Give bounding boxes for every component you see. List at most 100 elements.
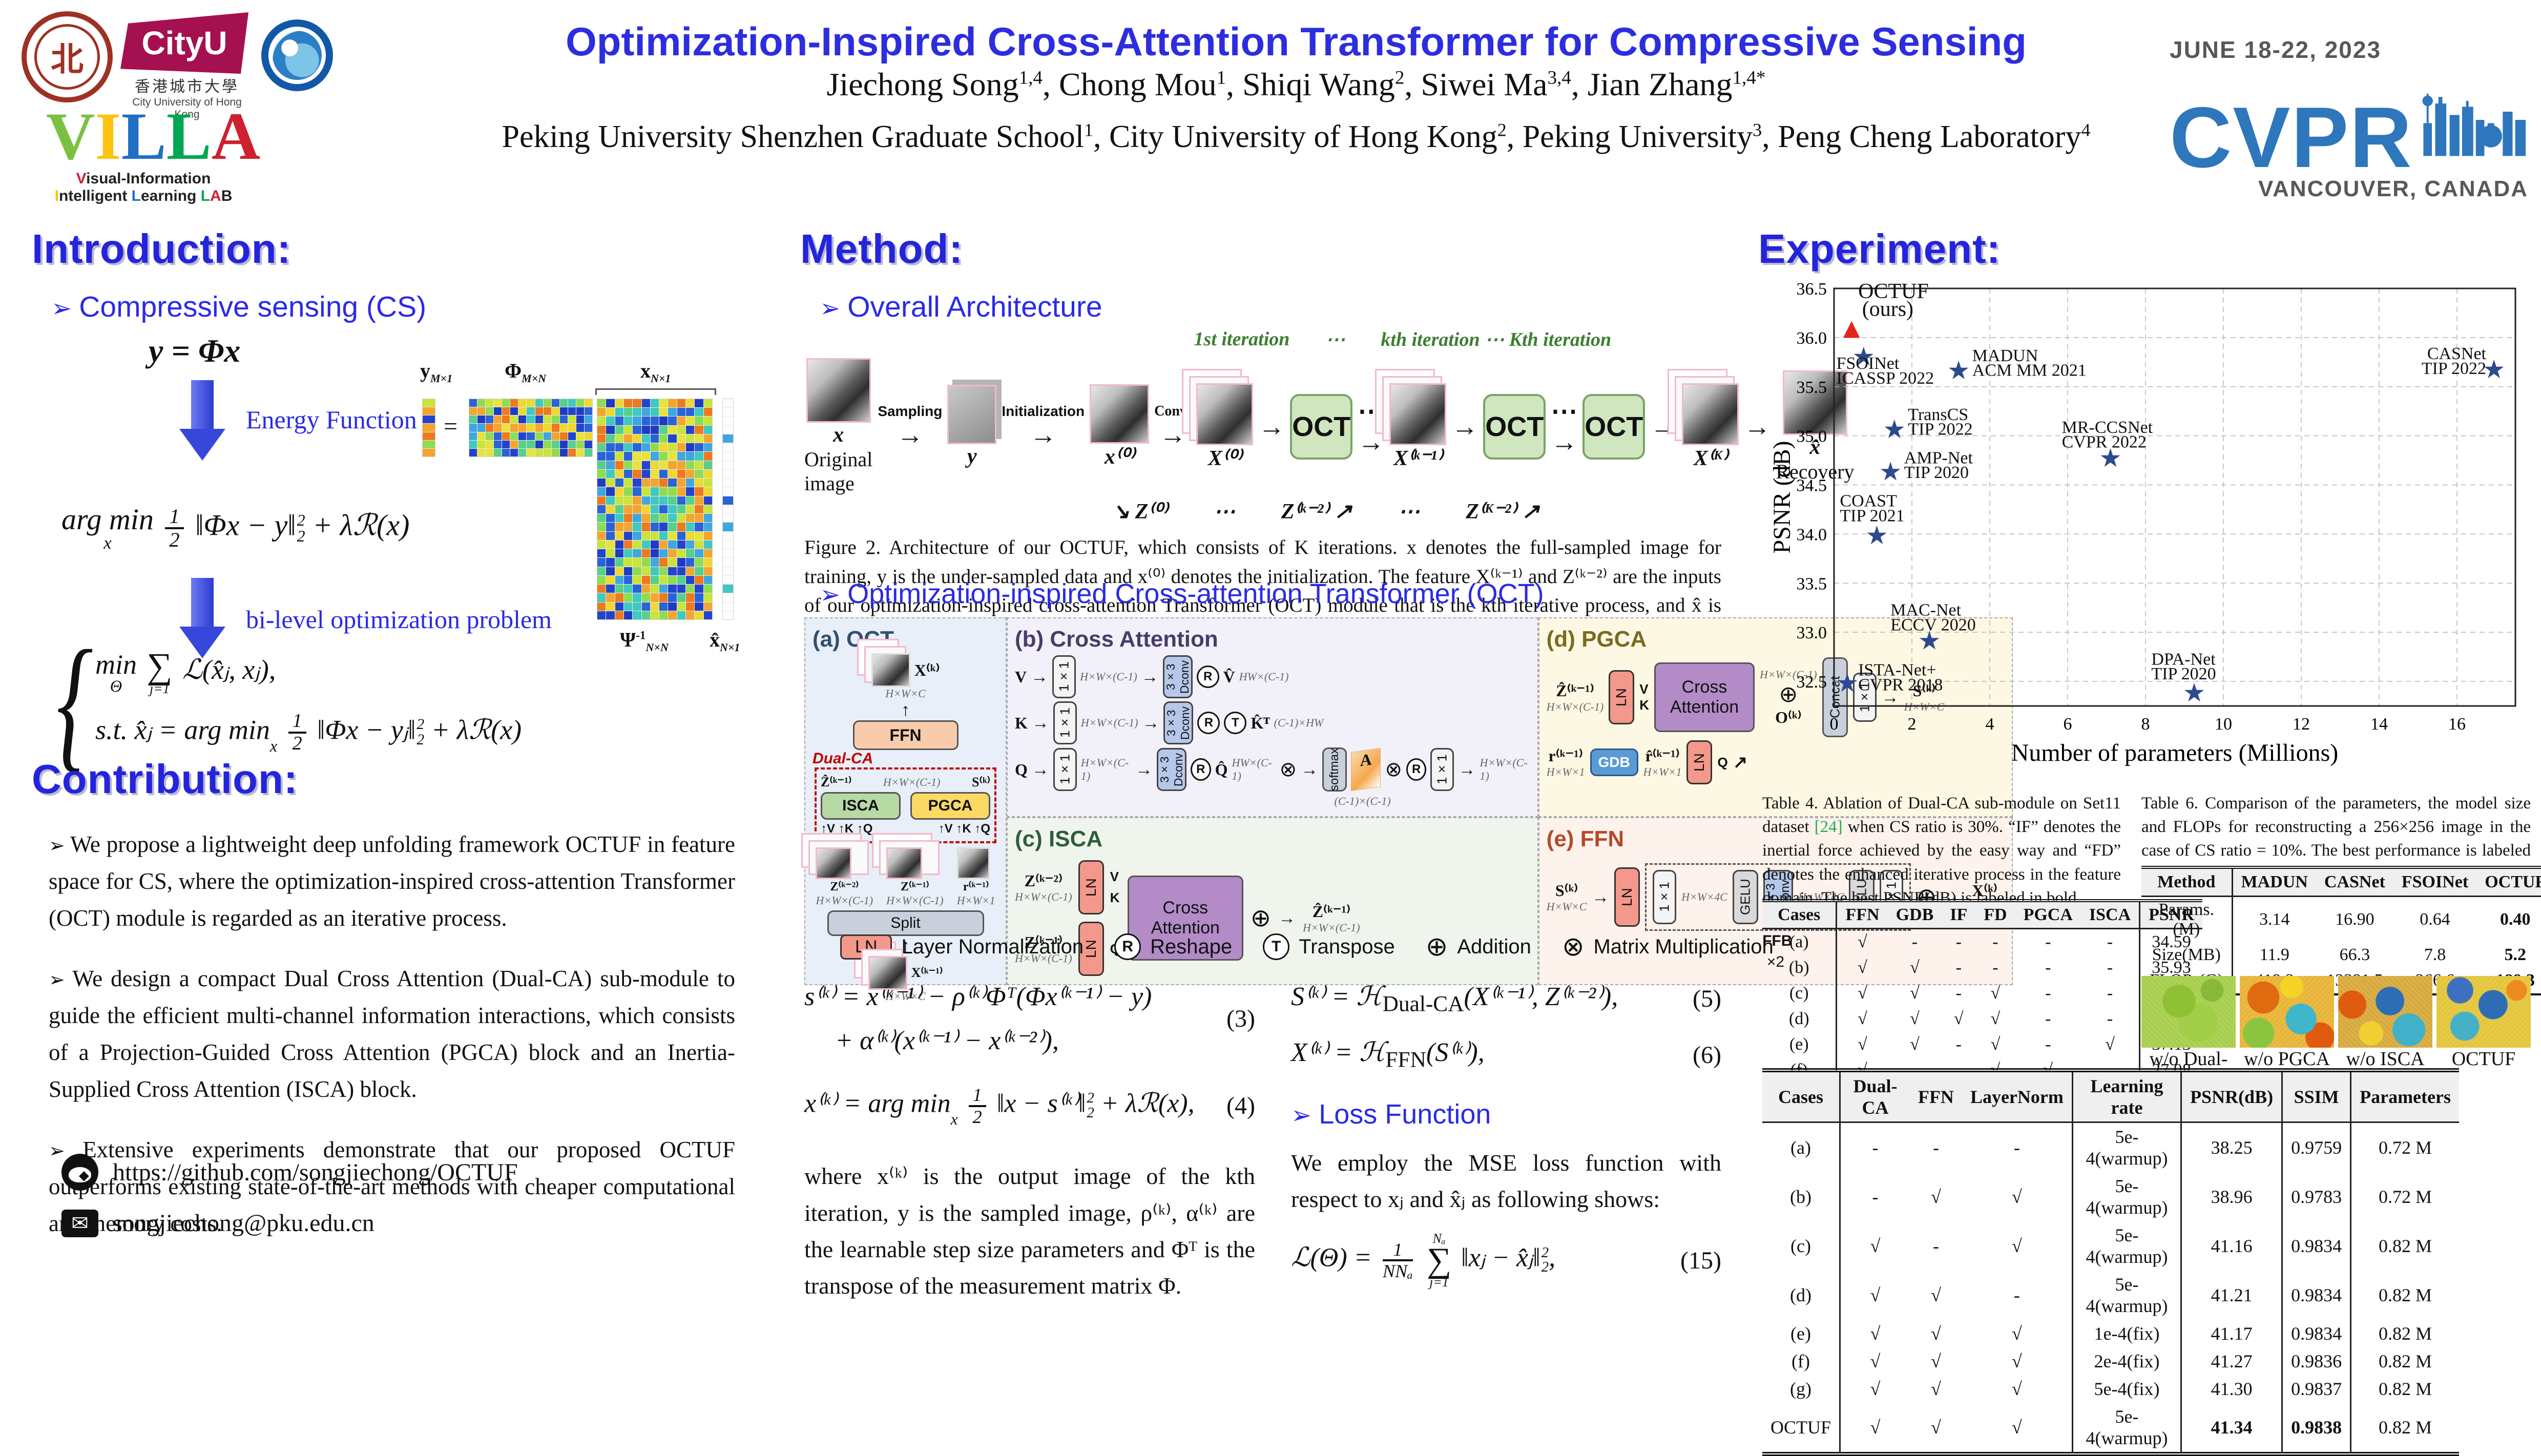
matrix-cell [695, 602, 703, 611]
matrix-cell [703, 487, 712, 496]
y-tick-label: 36.0 [1797, 329, 1827, 348]
table-cell: (d) [1790, 1285, 1811, 1305]
matrix-cell [423, 415, 435, 424]
matrix-cell [659, 514, 668, 523]
matrix-cell [641, 593, 650, 602]
matrix-cell [584, 399, 592, 407]
table-cell: - [2045, 958, 2051, 977]
matrix-cell [703, 567, 712, 575]
down-arrow-icon [179, 578, 225, 658]
add-icon: ⊕ [1779, 681, 1798, 707]
table-cell: 3.14 [2231, 896, 2316, 942]
email-link[interactable]: songjiechong@pku.edu.cn [113, 1210, 374, 1237]
matrix-cell [615, 496, 623, 505]
table-cell: (a) [1789, 932, 1809, 951]
matrix-cell [535, 424, 543, 432]
brace-icon: { [56, 620, 93, 784]
table6-caption: Table 6. Comparison of the parameters, t… [2141, 794, 2531, 884]
matrix-cell [606, 549, 615, 558]
matrix-cell [641, 496, 650, 505]
matrix-cell [686, 567, 695, 575]
matrix-cell [677, 417, 686, 425]
table-cell: (d) [1788, 1009, 1809, 1028]
matrix-cell [477, 407, 486, 415]
matrix-cell [615, 505, 623, 514]
matrix-cell [633, 514, 641, 523]
point-label: DPA-Net [2151, 650, 2216, 669]
matrix-cell [686, 496, 695, 505]
matrix-cell [659, 408, 668, 417]
table-cell: √ [1836, 928, 1888, 955]
matrix-cell [559, 399, 568, 407]
affiliation: Peking University3 [1522, 119, 1762, 154]
affiliation: Peking University Shenzhen Graduate Scho… [502, 119, 1093, 154]
matrix-cell [606, 540, 615, 549]
matrix-cell [695, 514, 703, 523]
matrix-cell [606, 585, 615, 593]
oct-module: OCT [1483, 394, 1546, 460]
matrix-cell [659, 452, 668, 461]
matrix-cell [543, 407, 551, 415]
matrix-cell [502, 440, 510, 448]
matrix-cell [659, 611, 668, 619]
matrix-cell [650, 514, 659, 523]
legend-item: ⊗ Matrix Multiplication [1561, 932, 1774, 962]
matrix-cell [695, 585, 703, 593]
matrix-cell [597, 452, 606, 461]
matrix-cell [659, 417, 668, 425]
matrix-cell [494, 424, 502, 432]
x-tick-label: 8 [2141, 715, 2150, 734]
matrix-cell [576, 424, 584, 432]
matrix-cell [686, 575, 695, 585]
table-row: (b) √ √ - - - -35.93 [1762, 955, 2202, 981]
matrix-cell [615, 558, 623, 567]
table-cell: √ [2012, 1417, 2022, 1438]
table-cell: (c) [1789, 984, 1809, 1003]
table-cell: 66.3 [2339, 945, 2370, 964]
matrix-cell [641, 585, 650, 593]
matrix-cell [615, 399, 623, 408]
matrix-cell [686, 425, 695, 434]
matrix-cell [469, 448, 477, 456]
matrix-cell [668, 496, 677, 505]
matrix-cell [568, 448, 576, 456]
matrix-cell [723, 549, 733, 558]
matrix-cell [559, 407, 568, 415]
matrix-cell [641, 523, 650, 531]
matrix-cell [668, 399, 677, 408]
matrix-cell [723, 496, 733, 505]
transpose-icon: T [1263, 933, 1290, 960]
author: Shiqi Wang2 [1242, 66, 1405, 102]
arrow-bullet-icon: ➢ [1291, 1101, 1312, 1129]
x-tick-label: 0 [1830, 715, 1839, 734]
z-labels-row: ↘ Z⁽⁰⁾ ⋯ Z⁽ᵏ⁻²⁾ ↗ ⋯ Z⁽ᴷ⁻²⁾ ↗ [1112, 500, 1540, 524]
matrix-cell [494, 399, 502, 407]
table-cell: 11.9 [2231, 942, 2316, 968]
matrix-cell [703, 408, 712, 417]
column-header: PGCA [2015, 901, 2081, 929]
matrix-cell [723, 505, 733, 514]
y-tick-label: 35.0 [1797, 427, 1827, 446]
table-cell: - [2107, 984, 2113, 1003]
matrix-cell [597, 593, 606, 602]
arrow-bullet-icon: ➢ [51, 295, 72, 322]
matrix-cell [584, 424, 592, 432]
matrix-cell [677, 531, 686, 540]
matrix-cell [650, 505, 659, 514]
matrix-cell [659, 479, 668, 487]
matrix-cell [695, 593, 703, 602]
matrix-cell [469, 432, 477, 440]
github-link[interactable]: https://github.com/songjiechong/OCTUF [113, 1158, 518, 1186]
matrix-cell [494, 440, 502, 448]
matrix-cell [686, 558, 695, 567]
matrix-cell [623, 585, 633, 593]
matrix-cell [641, 611, 650, 619]
matrix-cell [623, 575, 633, 585]
matrix-cell [597, 575, 606, 585]
matrix-cell [650, 496, 659, 505]
legend-item: R Reshape [1114, 933, 1232, 960]
matrix-cell [633, 540, 641, 549]
oct-module: OCT [1290, 394, 1353, 460]
matrix-cell [623, 461, 633, 469]
